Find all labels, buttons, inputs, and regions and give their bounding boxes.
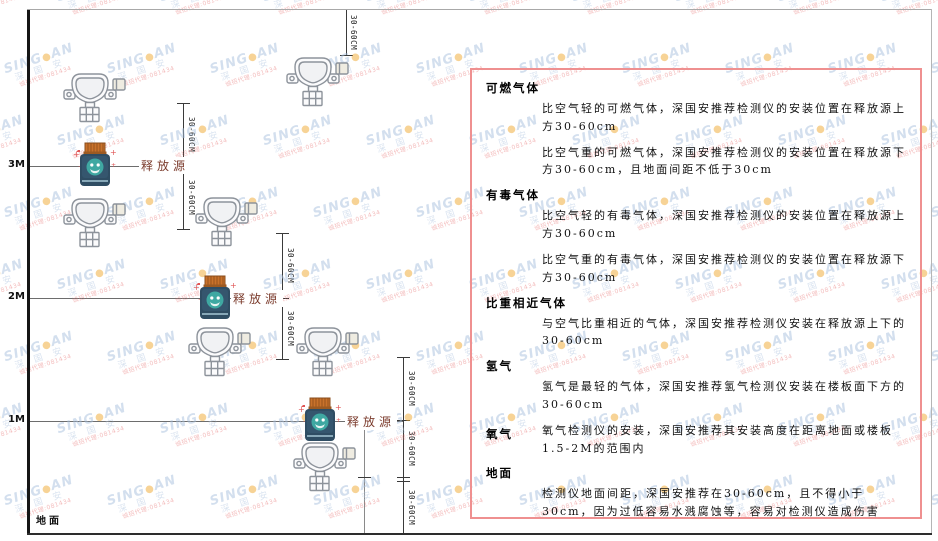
- axis-label-2m: 2M: [8, 291, 25, 302]
- gas-detector-icon: [63, 70, 127, 124]
- wall-left-axis: [27, 9, 30, 535]
- dim-tick: [276, 233, 289, 234]
- section-heading: 地面: [486, 466, 513, 481]
- section-paragraph: 比空气重的可燃气体，深国安推荐检测仪的安装位置在释放源下方30-60cm，且地面…: [542, 145, 906, 177]
- dimension-label: 30-60CM: [286, 248, 295, 284]
- gas-detector-icon: [296, 324, 360, 378]
- height-line-1m: [30, 421, 403, 422]
- dim-tick: [397, 357, 410, 358]
- panel-section-oxygen: 氧气 氧气检测仪的安装，深国安推荐其安装高度在距离地面或楼板1.5-2M的范围内: [486, 422, 908, 458]
- section-heading: 可燃气体: [486, 81, 540, 95]
- dim-tick: [358, 477, 371, 478]
- dim-tick: [397, 481, 410, 482]
- dim-tick: [397, 477, 410, 478]
- dim-tick: [276, 359, 289, 360]
- section-heading: 氢气: [486, 359, 513, 374]
- gas-detector-icon: [195, 194, 259, 248]
- gas-detector-icon: [63, 195, 127, 249]
- panel-section-similar-density: 比重相近气体 与空气比重相近的气体，深国安推荐检测仪安装在释放源上下的30-60…: [486, 295, 908, 351]
- dimension-extension-line: [364, 430, 365, 534]
- section-paragraph: 检测仪地面间距，深国安推荐在30-60cm，且不得小于30cm，因为过低容易水溅…: [542, 487, 880, 519]
- wall-right-line: [931, 9, 932, 535]
- dimension-label: 30-60CM: [407, 371, 416, 407]
- release-source-icon: [72, 141, 118, 189]
- gas-detector-icon: [188, 324, 252, 378]
- dim-tick: [177, 103, 190, 104]
- dimension-label: 30-60CM: [187, 180, 196, 216]
- dimension-label: 30-60CM: [407, 490, 416, 526]
- panel-section-flammable: 可燃气体 比空气轻的可燃气体，深国安推荐检测仪的安装位置在释放源上方30-60c…: [486, 80, 908, 179]
- dimension-line-ceiling: [346, 9, 347, 55]
- axis-label-1m: 1M: [8, 414, 25, 425]
- section-heading: 氧气: [486, 426, 513, 441]
- section-paragraph: 与空气比重相近的气体，深国安推荐检测仪安装在释放源上下的30-60cm: [542, 316, 906, 348]
- dimension-line-1m: [403, 357, 404, 534]
- height-line-2m: [30, 298, 282, 299]
- section-heading: 有毒气体: [486, 188, 540, 203]
- ground-label: 地面: [36, 516, 62, 527]
- panel-section-toxic: 有毒气体 比空气轻的有毒气体，深国安推荐检测仪的安装位置在释放源上方30-60c…: [486, 187, 908, 286]
- dimension-label: 30-60CM: [187, 117, 196, 153]
- panel-section-hydrogen: 氢气 氢气是最轻的气体，深国安推荐氢气检测仪安装在楼板面下方的30-60cm: [486, 358, 908, 414]
- ground-line: [27, 533, 932, 535]
- release-source-label: 释放源: [231, 290, 284, 307]
- ceiling-line: [27, 9, 932, 10]
- dim-tick: [397, 420, 410, 421]
- section-paragraph: 氧气检测仪的安装，深国安推荐其安装高度在距离地面或楼板1.5-2M的范围内: [542, 423, 893, 455]
- release-source-label: 释放源: [139, 157, 192, 174]
- info-panel: 可燃气体 比空气轻的可燃气体，深国安推荐检测仪的安装位置在释放源上方30-60c…: [470, 68, 922, 519]
- gas-detector-icon: [293, 439, 357, 493]
- section-heading: 比重相近气体: [486, 295, 567, 310]
- gas-detector-icon: [286, 54, 350, 108]
- dim-tick: [177, 229, 190, 230]
- panel-section-ground: 地面 检测仪地面间距，深国安推荐在30-60cm，且不得小于30cm，因为过低容…: [486, 465, 908, 519]
- section-paragraph: 氢气是最轻的气体，深国安推荐氢气检测仪安装在楼板面下方的30-60cm: [542, 380, 906, 411]
- dimension-label: 30-60CM: [407, 431, 416, 467]
- release-source-label: 释放源: [345, 413, 398, 430]
- dimension-label: 30-60CM: [286, 311, 295, 347]
- dim-tick: [340, 55, 353, 56]
- section-paragraph: 比空气重的有毒气体，深国安推荐检测仪的安装位置在释放源下方30-60cm: [542, 252, 906, 284]
- dimension-label: 30-60CM: [349, 15, 358, 51]
- release-source-icon: [297, 396, 343, 444]
- section-paragraph: 比空气轻的有毒气体，深国安推荐检测仪的安装位置在释放源上方30-60cm: [542, 209, 906, 241]
- axis-label-3m: 3M: [8, 159, 25, 170]
- section-paragraph: 比空气轻的可燃气体，深国安推荐检测仪的安装位置在释放源上方30-60cm: [542, 102, 906, 133]
